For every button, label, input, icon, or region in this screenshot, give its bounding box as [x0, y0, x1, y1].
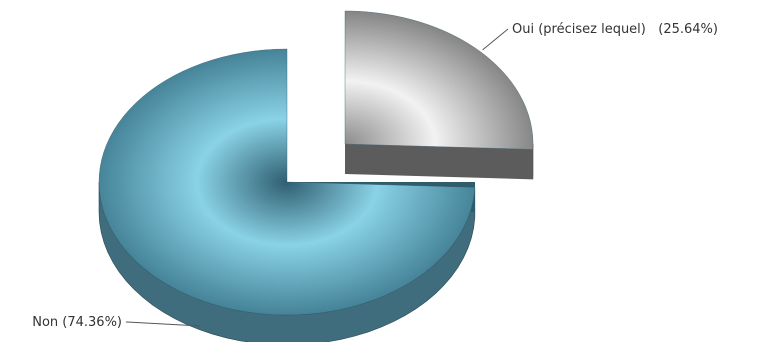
pie-slice-top: [98, 48, 476, 316]
leader-line: [482, 28, 509, 51]
slice-label-non: Non (74.36%): [32, 315, 122, 330]
pie-slice-oui: [344, 10, 534, 180]
pie-slice-top: [344, 10, 534, 150]
slice-label-oui: Oui (précisez lequel) (25.64%): [512, 22, 718, 37]
leader-line: [125, 321, 201, 327]
pie-slice-non: [98, 48, 476, 342]
pie-slice-wall: [345, 144, 533, 180]
